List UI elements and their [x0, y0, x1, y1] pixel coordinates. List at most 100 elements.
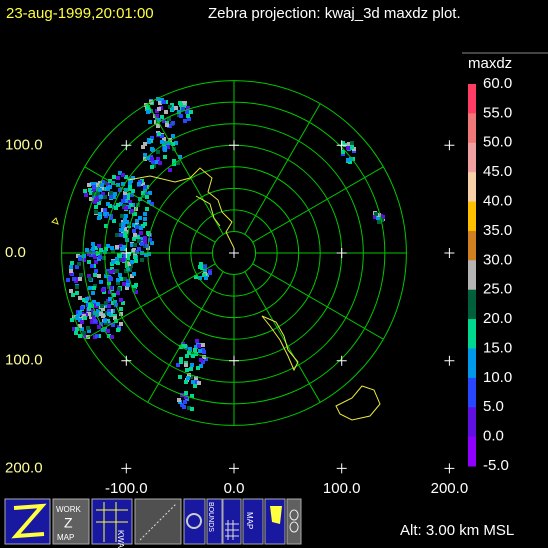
grid-cross [229, 140, 239, 151]
echo-cell [189, 367, 193, 371]
echo-cell [146, 110, 150, 114]
azimuth-line [147, 271, 224, 403]
echo-cell [82, 254, 86, 258]
echo-cell [93, 273, 97, 277]
echo-cell [119, 233, 123, 237]
azimuth-line [244, 271, 321, 403]
echo-cell [137, 239, 141, 243]
echo-cell [377, 213, 381, 217]
echo-cell [126, 279, 130, 283]
echo-cell [101, 288, 105, 292]
echo-cell [98, 188, 102, 192]
y-axis-label: 200.0 [5, 459, 43, 476]
kwaj-grid [96, 502, 128, 542]
echo-cell [123, 195, 127, 199]
echo-cell [109, 286, 113, 290]
map-icon[interactable] [242, 498, 264, 545]
grid-cross [121, 463, 132, 474]
gear-icon[interactable] [183, 498, 206, 545]
loop-art [289, 509, 299, 533]
echo-cell [146, 231, 150, 235]
echo-cell [109, 216, 113, 220]
echo-cell [168, 168, 172, 172]
echo-cell [69, 289, 73, 293]
echo-cell [93, 319, 97, 323]
colorbar-segment [468, 172, 476, 203]
icon-label: Z [64, 515, 73, 531]
grid-icon[interactable] [222, 498, 242, 545]
echo-cell [143, 142, 147, 146]
echo-cell [124, 175, 128, 179]
echo-cell [162, 137, 166, 141]
echo-cell [148, 191, 152, 195]
echo-cell [101, 180, 105, 184]
echo-cell [179, 103, 183, 107]
echo-cell [116, 281, 120, 285]
echo-cell [89, 197, 93, 201]
echo-cell [83, 189, 87, 193]
echo-cell [118, 171, 122, 175]
echo-cell [94, 246, 98, 250]
echo-cell [115, 245, 119, 249]
echo-cell [143, 212, 147, 216]
echo-cell [115, 257, 119, 261]
echo-cell [112, 293, 116, 297]
grid-cross [229, 248, 239, 258]
colorbar-segment [468, 377, 476, 408]
title: Zebra projection: kwaj_3d maxdz plot. [208, 5, 461, 22]
echo-cell [156, 124, 160, 128]
echo-cell [113, 192, 117, 196]
colorbar-segment [468, 84, 476, 114]
echo-cell [128, 200, 132, 204]
echo-cell [116, 328, 120, 332]
echo-cell [117, 287, 121, 291]
echo-cell [136, 235, 140, 239]
x-axis-label: 200.0 [431, 480, 469, 497]
echo-cell [104, 304, 108, 308]
colorbar-segment [468, 436, 476, 467]
bounds-icon[interactable] [206, 498, 223, 545]
echo-cell [128, 181, 132, 185]
echo-cell [346, 146, 350, 150]
echo-cell [133, 255, 137, 259]
echo-cell [162, 119, 166, 123]
echo-cell [85, 297, 89, 301]
echo-cell [128, 187, 132, 191]
echo-cell [124, 214, 128, 218]
azimuth-line [252, 166, 384, 243]
echo-cell [119, 298, 123, 302]
grid-cross [444, 140, 455, 151]
echo-cell [350, 141, 354, 145]
grid-cross [444, 463, 455, 474]
echo-cell [92, 185, 96, 189]
work-map-icon[interactable] [52, 498, 90, 545]
echo-cell [107, 309, 111, 313]
colorbar-segment [468, 230, 476, 261]
echo-cell [103, 195, 107, 199]
echo-cell [91, 247, 95, 251]
echo-cell [113, 316, 117, 320]
colorbar-label: 55.0 [483, 104, 512, 121]
echo-cell [69, 269, 73, 273]
echo-cell [119, 202, 123, 206]
echo-cell [122, 282, 126, 286]
echo-cell [166, 145, 170, 149]
echo-cell [132, 248, 136, 252]
echo-cell [185, 110, 189, 114]
loop-icon[interactable] [286, 498, 302, 545]
echo-cell [186, 106, 190, 110]
echo-cell [112, 175, 116, 179]
echo-cell [131, 189, 135, 193]
echo-cell [106, 244, 110, 248]
echo-cell [177, 398, 181, 402]
echo-cell [111, 260, 115, 264]
echo-cell [191, 354, 195, 358]
echo-cell [80, 327, 84, 331]
echo-cell [132, 237, 136, 241]
echo-cell [93, 182, 97, 186]
echo-cell [92, 192, 96, 196]
echo-cell [185, 368, 189, 372]
echo-cell [82, 258, 86, 262]
echo-cell [194, 376, 198, 380]
echo-cell [176, 363, 180, 367]
